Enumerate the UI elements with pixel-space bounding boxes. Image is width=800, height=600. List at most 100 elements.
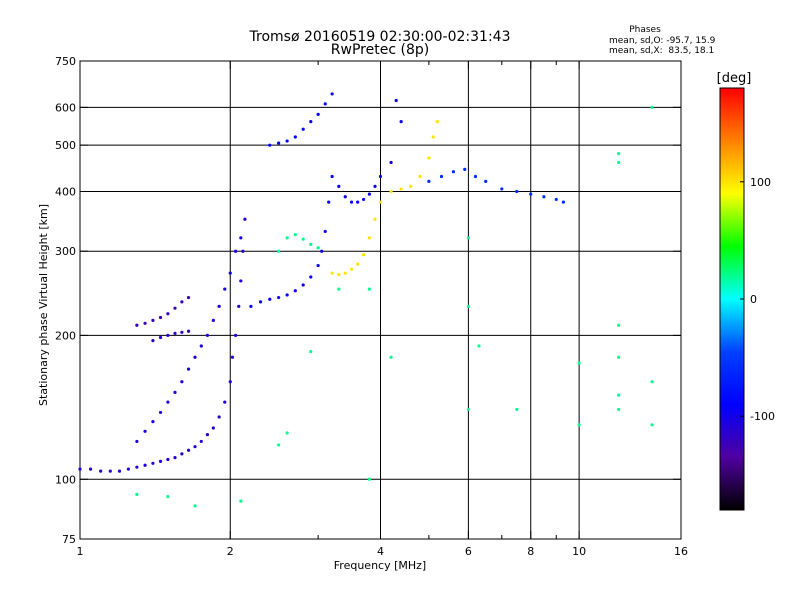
data-point xyxy=(277,443,281,447)
data-point xyxy=(285,139,289,143)
data-point xyxy=(217,304,221,308)
data-point xyxy=(309,349,313,354)
data-point xyxy=(330,271,334,275)
data-point xyxy=(349,200,354,204)
data-point xyxy=(228,271,232,275)
data-point xyxy=(418,174,422,179)
data-point xyxy=(316,112,320,116)
data-point xyxy=(330,174,334,179)
data-point xyxy=(554,197,558,202)
x-tick-label: 1 xyxy=(77,545,84,558)
data-point xyxy=(309,275,313,279)
data-point xyxy=(617,152,621,156)
data-point xyxy=(389,160,393,165)
x-tick-label: 8 xyxy=(527,545,534,558)
data-point xyxy=(143,429,147,433)
data-point xyxy=(323,229,327,234)
data-point xyxy=(166,494,170,499)
data-point xyxy=(309,242,313,247)
data-point xyxy=(617,323,621,327)
data-point xyxy=(151,339,155,343)
data-point xyxy=(135,465,139,469)
phase-info-line2: mean, sd,X: 83.5, 18.1 xyxy=(609,46,714,56)
x-tick-label: 6 xyxy=(465,545,472,558)
data-point xyxy=(373,217,377,221)
data-point xyxy=(399,120,403,124)
data-point xyxy=(237,304,241,308)
data-point xyxy=(323,102,327,106)
data-point xyxy=(617,355,621,359)
y-axis: 75 100 200 300 400 500 600 750 xyxy=(55,55,681,546)
data-point xyxy=(230,355,235,359)
data-point xyxy=(180,452,184,456)
plot-area: 1 2 4 6 8 10 16 75 100 200 300 400 500 600 750 xyxy=(55,55,688,558)
y-axis-label: Stationary phase Virtual Height [km] xyxy=(37,204,50,406)
data-point xyxy=(243,217,247,221)
data-point xyxy=(389,355,393,359)
colorbar-tick-label: 100 xyxy=(750,176,771,189)
data-point xyxy=(135,323,139,327)
data-point xyxy=(117,469,122,473)
data-point xyxy=(173,456,177,460)
data-point xyxy=(309,120,313,124)
data-point xyxy=(173,306,177,310)
data-point xyxy=(349,267,354,271)
data-point xyxy=(293,135,297,139)
chart-title: Tromsø 20160519 02:30:00-02:31:43 xyxy=(249,29,511,45)
data-point xyxy=(228,380,232,384)
data-point xyxy=(466,407,470,412)
data-point xyxy=(173,390,177,394)
data-points xyxy=(78,92,654,508)
data-point xyxy=(427,179,431,183)
data-point xyxy=(223,400,227,404)
x-tick-label: 16 xyxy=(674,545,688,558)
data-point xyxy=(199,344,203,348)
y-tick-label: 500 xyxy=(55,139,76,152)
colorbar-label: [deg] xyxy=(717,71,752,86)
data-point xyxy=(466,236,470,240)
data-point xyxy=(99,469,103,473)
data-point xyxy=(389,189,393,194)
data-point xyxy=(186,295,191,300)
data-point xyxy=(211,426,215,430)
data-point xyxy=(561,200,565,204)
data-point xyxy=(378,200,383,204)
grid-lines xyxy=(80,61,681,539)
y-tick-label: 300 xyxy=(55,245,76,258)
x-axis: 1 2 4 6 8 10 16 xyxy=(77,61,688,558)
data-point xyxy=(186,367,191,371)
data-point xyxy=(343,195,347,199)
data-point xyxy=(463,167,467,171)
data-point xyxy=(356,262,360,266)
data-point xyxy=(427,156,431,160)
data-point xyxy=(186,448,191,452)
x-tick-label: 4 xyxy=(377,545,384,558)
data-point xyxy=(337,273,341,277)
data-point xyxy=(180,300,184,304)
data-point xyxy=(151,420,155,424)
data-point xyxy=(217,415,221,419)
data-point xyxy=(234,249,238,253)
data-point xyxy=(484,179,488,183)
chart-subtitle: RwPretec (8p) xyxy=(331,42,429,58)
data-point xyxy=(439,174,444,179)
data-point xyxy=(241,249,245,253)
data-point xyxy=(473,174,478,179)
data-point xyxy=(151,461,155,465)
data-point xyxy=(394,98,398,103)
data-point xyxy=(542,195,546,199)
data-point xyxy=(239,499,243,503)
data-point xyxy=(158,459,163,463)
data-point xyxy=(343,271,347,275)
y-tick-label: 100 xyxy=(55,473,76,486)
data-point xyxy=(158,315,163,320)
data-point xyxy=(399,187,403,191)
data-point xyxy=(378,174,383,179)
y-tick-label: 600 xyxy=(55,101,76,114)
data-point xyxy=(205,333,210,337)
data-point xyxy=(143,321,147,325)
data-point xyxy=(166,333,170,337)
data-point xyxy=(234,333,238,337)
data-point xyxy=(166,457,170,462)
